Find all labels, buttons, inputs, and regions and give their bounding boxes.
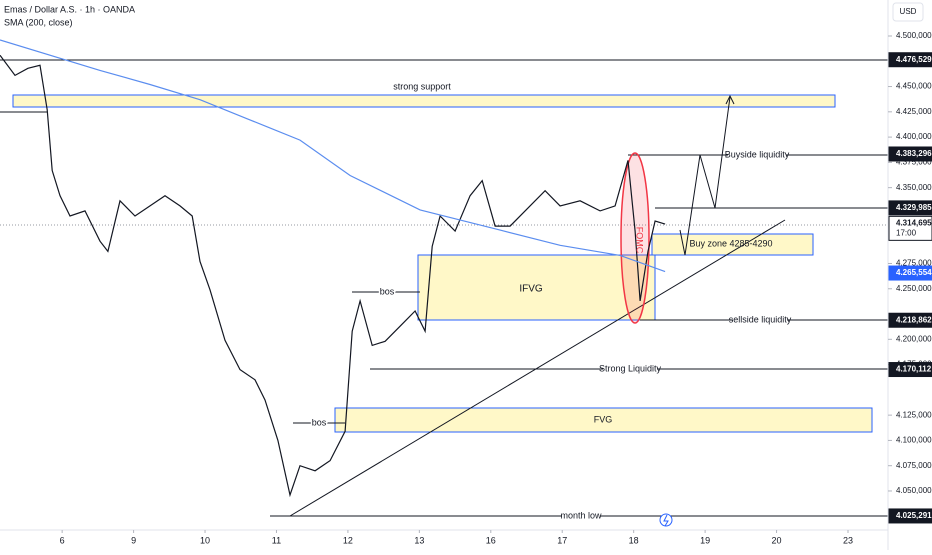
- price-marker: [888, 200, 932, 216]
- y-tick-label: 4.450,000: [896, 82, 932, 91]
- drawings: [0, 59, 888, 527]
- x-tick-label: 9: [131, 535, 136, 545]
- x-tick-label: 16: [486, 535, 496, 545]
- price-marker-label: 4.329,985: [896, 203, 932, 212]
- x-tick-label: 11: [272, 535, 281, 545]
- price-marker: [888, 362, 932, 378]
- y-tick-label: 4.200,000: [896, 334, 932, 343]
- price-marker: [888, 312, 932, 328]
- price-marker-label: 4.025,291: [896, 511, 932, 520]
- price-marker-time: 17:00: [896, 228, 917, 237]
- price-marker: [888, 146, 932, 162]
- price-marker-label: 4.218,862: [896, 315, 932, 324]
- axes: 4.050,000 4.075,000 4.100,000 4.125,000 4.17…: [60, 31, 932, 545]
- x-tick-label: 18: [629, 535, 639, 545]
- price-marker-label: 4.383,296: [896, 149, 932, 158]
- currency[interactable]: USD: [900, 7, 917, 16]
- plot: [0, 39, 666, 498]
- y-tick-label: 4.400,000: [896, 132, 932, 141]
- x-tick-label: 12: [343, 535, 353, 545]
- annotation: IFVG: [519, 284, 543, 295]
- annotation: FVG: [594, 414, 613, 424]
- y-tick-label: 4.125,000: [896, 410, 932, 419]
- annotation: bos: [312, 417, 327, 427]
- price-marker-label: 4.170,112: [896, 365, 932, 374]
- annotation: Strong Liquidity: [599, 363, 662, 373]
- price-marker-label: 4.476,529: [896, 55, 932, 64]
- x-tick-label: 10: [200, 535, 210, 545]
- annotation: month low: [560, 510, 602, 520]
- price-marker: [888, 508, 932, 524]
- x-tick-label: 6: [60, 535, 65, 545]
- y-tick-label: 4.425,000: [896, 107, 932, 116]
- y-tick-label: 4.050,000: [896, 486, 932, 495]
- annotation: sellside liquidity: [729, 314, 792, 324]
- price-line: [0, 54, 666, 498]
- symbol-title: Emas / Dollar A.S. · 1h · OANDA: [4, 4, 135, 14]
- x-tick-label: 17: [557, 535, 567, 545]
- y-tick-label: 4.250,000: [896, 284, 932, 293]
- annotation: Buyside liquidity: [725, 149, 790, 159]
- y-tick-label: 4.075,000: [896, 461, 932, 470]
- price-marker: [888, 215, 932, 241]
- annotations: strong support Buyside liquidity Buy zon…: [310, 81, 792, 522]
- price-marker: [888, 52, 932, 68]
- x-tick-label: 13: [414, 535, 424, 545]
- y-tick-label: 4.100,000: [896, 436, 932, 445]
- y-tick-label: 4.350,000: [896, 183, 932, 192]
- annotation: bos: [380, 286, 395, 296]
- x-tick-label: 20: [772, 535, 782, 545]
- x-tick-label: 23: [843, 535, 853, 545]
- price-marker: [888, 265, 932, 281]
- annotation: Buy zone 4285-4290: [689, 238, 772, 248]
- y-tick-label: 4.375,000: [896, 157, 932, 166]
- x-tick-label: 19: [700, 535, 710, 545]
- price-marker-label: 4.265,554: [896, 268, 932, 277]
- y-tick-label: 4.500,000: [896, 31, 932, 40]
- annotation: FOMC: [635, 227, 645, 254]
- price-marker-label: 4.314,695: [896, 218, 932, 227]
- annotation: strong support: [393, 81, 451, 91]
- indicator-label: SMA (200, close): [4, 17, 73, 27]
- price-line: [0, 39, 666, 273]
- y-tick-label: 4.275,000: [896, 259, 932, 268]
